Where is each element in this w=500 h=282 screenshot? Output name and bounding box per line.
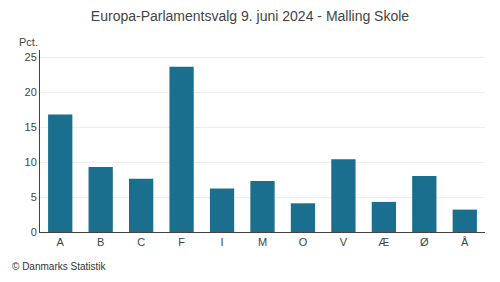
svg-text:10: 10 (25, 156, 37, 168)
svg-text:25: 25 (25, 51, 37, 63)
svg-text:Pct.: Pct. (19, 36, 38, 48)
svg-text:0: 0 (31, 226, 37, 238)
svg-text:F: F (178, 236, 185, 248)
svg-text:V: V (340, 236, 348, 248)
svg-text:Å: Å (461, 236, 469, 248)
svg-text:I: I (221, 236, 224, 248)
svg-text:15: 15 (25, 121, 37, 133)
svg-text:20: 20 (25, 86, 37, 98)
svg-text:C: C (137, 236, 145, 248)
svg-text:B: B (97, 236, 104, 248)
svg-text:A: A (57, 236, 65, 248)
svg-text:Æ: Æ (378, 236, 389, 248)
svg-text:O: O (299, 236, 308, 248)
svg-text:© Danmarks Statistik: © Danmarks Statistik (12, 261, 107, 272)
svg-text:Europa-Parlamentsvalg 9. juni: Europa-Parlamentsvalg 9. juni 2024 - Mal… (91, 8, 409, 24)
svg-text:M: M (258, 236, 267, 248)
svg-text:5: 5 (31, 191, 37, 203)
svg-text:Ø: Ø (420, 236, 429, 248)
